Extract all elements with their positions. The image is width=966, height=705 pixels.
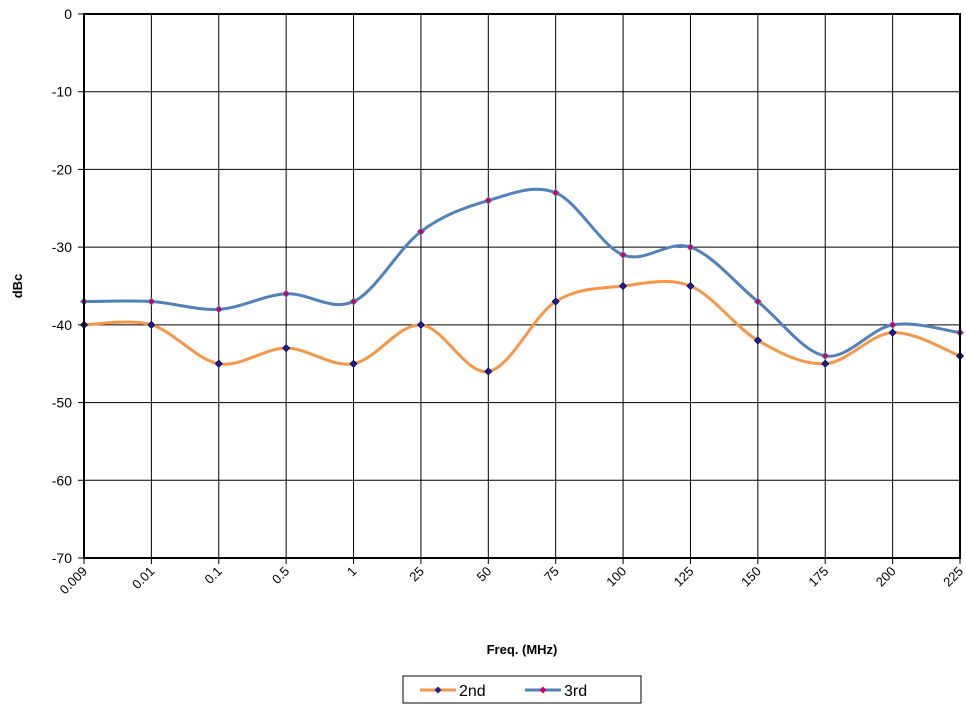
legend-label-3rd: 3rd xyxy=(564,683,587,700)
data-point-3rd xyxy=(282,289,291,298)
data-point-2nd xyxy=(214,359,223,368)
data-point-2nd xyxy=(416,320,425,329)
data-point-3rd xyxy=(484,196,493,205)
series-line-2nd xyxy=(83,279,961,373)
data-point-2nd xyxy=(282,344,291,353)
y-tick-label: -20 xyxy=(52,161,72,177)
data-point-2nd xyxy=(147,320,156,329)
legend: 2nd 3rd xyxy=(402,675,642,704)
y-tick-label: -60 xyxy=(52,472,72,488)
y-tick-label: -70 xyxy=(52,550,72,566)
y-axis-label: dBc xyxy=(10,274,25,299)
data-point-2nd xyxy=(888,328,897,337)
legend-marker-2nd xyxy=(434,686,442,694)
y-tick-label: -30 xyxy=(52,239,72,255)
data-point-3rd xyxy=(147,297,156,306)
data-point-3rd xyxy=(551,188,560,197)
legend-marker-3rd xyxy=(539,686,547,694)
data-point-3rd xyxy=(349,297,358,306)
legend-label-2nd: 2nd xyxy=(459,683,486,700)
data-point-2nd xyxy=(484,367,493,376)
data-point-3rd xyxy=(686,243,695,252)
y-axis-ticks: 0 -10 -20 -30 -40 -50 -60 -70 xyxy=(52,6,84,566)
data-point-3rd xyxy=(888,320,897,329)
y-tick-label: 0 xyxy=(64,6,72,22)
data-point-2nd xyxy=(821,359,830,368)
y-tick-label: -50 xyxy=(52,395,72,411)
data-point-3rd xyxy=(821,351,830,361)
series-line-3rd xyxy=(83,187,961,358)
data-point-2nd xyxy=(753,336,762,345)
data-point-2nd xyxy=(686,281,695,291)
data-point-3rd xyxy=(753,297,762,306)
x-axis-label: Freq. (MHz) xyxy=(487,642,558,657)
data-point-2nd xyxy=(349,359,358,368)
data-point-2nd xyxy=(619,281,628,291)
series-layer xyxy=(79,187,965,376)
data-point-3rd xyxy=(416,227,425,236)
data-point-2nd xyxy=(551,297,560,306)
data-point-3rd xyxy=(214,305,223,314)
y-tick-label: -10 xyxy=(52,84,72,100)
y-tick-label: -40 xyxy=(52,317,72,333)
data-point-3rd xyxy=(619,250,628,259)
plot-area-border xyxy=(83,13,961,559)
